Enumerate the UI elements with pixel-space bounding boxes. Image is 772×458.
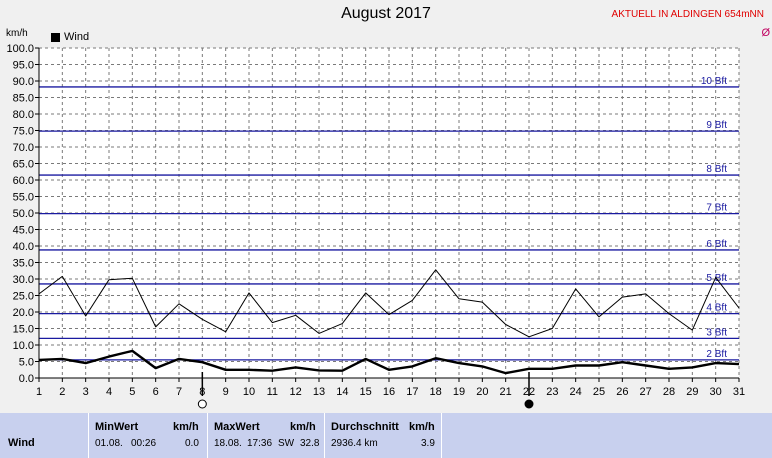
x-tick-label: 17	[406, 386, 418, 398]
beaufort-label: 2 Bft	[706, 349, 727, 360]
x-tick-label: 26	[616, 386, 628, 398]
min-unit: km/h	[173, 421, 199, 433]
x-tick-label: 20	[476, 386, 488, 398]
x-tick-label: 5	[129, 386, 135, 398]
chart-title: August 2017	[341, 5, 431, 22]
min-value: 0.0	[185, 438, 199, 449]
y-tick-label: 25.0	[13, 291, 34, 303]
x-tick-label: 3	[83, 386, 89, 398]
y-tick-label: 20.0	[13, 307, 34, 319]
y-tick-label: 45.0	[13, 225, 34, 237]
legend-swatch	[51, 32, 60, 42]
x-tick-label: 14	[336, 386, 348, 398]
stats-panel: Wind MinWert km/h 01.08. 00:26 0.0 MaxWe…	[0, 413, 772, 458]
max-header: MaxWert	[214, 421, 260, 433]
x-tick-label: 4	[106, 386, 112, 398]
stats-row-label: Wind	[8, 437, 35, 449]
y-tick-label: 15.0	[13, 324, 34, 336]
y-tick-label: 35.0	[13, 258, 34, 270]
beaufort-label: 6 Bft	[706, 239, 727, 250]
beaufort-label: 3 Bft	[706, 327, 727, 338]
avg-value: 3.9	[421, 438, 435, 449]
max-direction: SW	[278, 438, 295, 449]
min-cell: MinWert km/h 01.08. 00:26 0.0	[88, 413, 207, 458]
y-tick-label: 80.0	[13, 109, 34, 121]
beaufort-label: 8 Bft	[706, 164, 727, 175]
y-axis-unit: km/h	[6, 28, 28, 39]
x-tick-label: 18	[430, 386, 442, 398]
y-tick-label: 5.0	[19, 357, 34, 369]
x-tick-label: 30	[710, 386, 722, 398]
y-tick-label: 70.0	[13, 142, 34, 154]
max-date: 18.08.	[214, 438, 242, 449]
y-tick-label: 50.0	[13, 208, 34, 220]
x-tick-label: 31	[733, 386, 745, 398]
y-tick-label: 40.0	[13, 241, 34, 253]
max-unit: km/h	[290, 421, 316, 433]
x-tick-label: 16	[383, 386, 395, 398]
station-label: AKTUELL IN ALDINGEN 654mNN	[611, 9, 764, 20]
x-tick-label: 2	[59, 386, 65, 398]
legend: Wind	[51, 31, 89, 43]
x-tick-label: 23	[546, 386, 558, 398]
beaufort-label: 9 Bft	[706, 120, 727, 131]
x-tick-label: 25	[593, 386, 605, 398]
x-tick-label: 29	[686, 386, 698, 398]
x-tick-label: 12	[290, 386, 302, 398]
x-tick-label: 27	[640, 386, 652, 398]
legend-label: Wind	[64, 31, 90, 43]
y-tick-label: 55.0	[13, 192, 34, 204]
avg-cell: Durchschnitt km/h 2936.4 km 3.9	[324, 413, 441, 458]
y-tick-label: 95.0	[13, 60, 34, 72]
avg-unit: km/h	[409, 421, 435, 433]
max-value: 32.8	[300, 438, 320, 449]
beaufort-label: 4 Bft	[706, 303, 727, 314]
stats-empty-area	[441, 413, 772, 458]
new-moon-icon	[524, 399, 534, 409]
avg-distance: 2936.4 km	[331, 438, 378, 449]
y-tick-label: 30.0	[13, 274, 34, 286]
x-tick-label: 28	[663, 386, 675, 398]
x-tick-label: 15	[360, 386, 372, 398]
beaufort-label: 10 Bft	[701, 76, 727, 87]
x-tick-label: 24	[570, 386, 582, 398]
x-tick-label: 6	[153, 386, 159, 398]
edge-mark: Ø	[761, 27, 770, 39]
x-tick-label: 1	[36, 386, 42, 398]
max-cell: MaxWert km/h 18.08. 17:36 SW 32.8	[207, 413, 324, 458]
x-tick-label: 9	[223, 386, 229, 398]
max-time: 17:36	[247, 438, 273, 449]
avg-header: Durchschnitt	[331, 421, 399, 433]
x-tick-label: 13	[313, 386, 325, 398]
y-tick-label: 100.0	[6, 43, 34, 55]
y-tick-label: 75.0	[13, 126, 34, 138]
min-time: 00:26	[131, 438, 157, 449]
min-date: 01.08.	[95, 438, 123, 449]
y-tick-label: 65.0	[13, 159, 34, 171]
min-header: MinWert	[95, 421, 139, 433]
x-tick-label: 10	[243, 386, 255, 398]
gust-series-line	[38, 269, 740, 338]
y-tick-label: 85.0	[13, 93, 34, 105]
y-tick-label: 60.0	[13, 175, 34, 187]
x-tick-label: 19	[453, 386, 465, 398]
y-tick-label: 90.0	[13, 76, 34, 88]
x-tick-label: 11	[267, 386, 278, 398]
beaufort-label: 7 Bft	[706, 203, 727, 214]
full-moon-icon	[197, 399, 207, 409]
x-tick-label: 21	[500, 386, 512, 398]
wind-chart: 0.0 5.0 10.0 15.0 20.0 25.0 30.0 35.0 40.0 45.0 50…	[6, 43, 745, 409]
x-tick-label: 7	[176, 386, 182, 398]
y-tick-label: 10.0	[13, 340, 34, 352]
y-tick-label: 0.0	[19, 373, 34, 385]
wind-series-line	[38, 349, 740, 375]
